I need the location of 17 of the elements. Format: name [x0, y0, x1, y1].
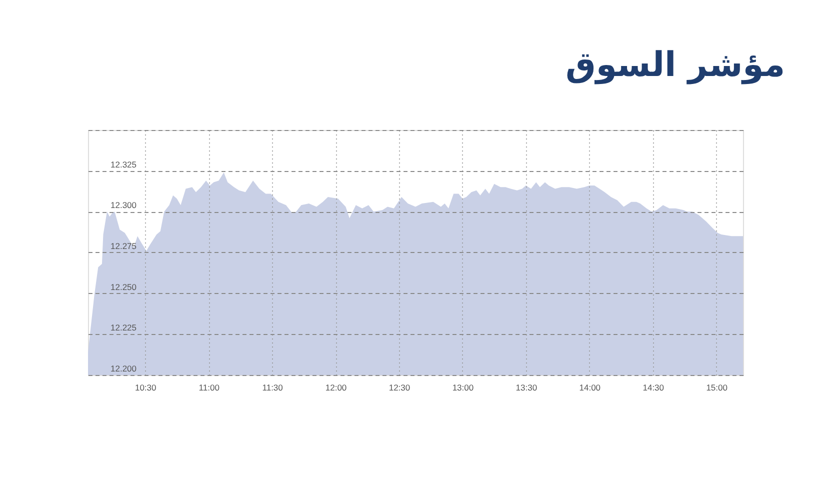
y-tick-label: 12.300: [110, 200, 137, 210]
x-tick-label: 15:00: [706, 382, 728, 392]
x-tick-label: 13:30: [516, 382, 538, 392]
x-tick-label: 10:30: [134, 382, 157, 392]
y-tick-label: 12.275: [110, 241, 137, 251]
x-tick-label: 13:00: [452, 382, 474, 392]
y-tick-label: 12.225: [110, 322, 137, 333]
x-tick-label: 14:00: [579, 382, 601, 392]
x-tick-label: 12:00: [325, 382, 347, 392]
y-tick-label: 12.200: [110, 364, 137, 374]
y-tick-label: 12.325: [110, 159, 137, 170]
chart-title: مؤشر السوق: [565, 45, 785, 85]
x-tick-label: 14:30: [642, 382, 664, 392]
y-tick-label: 12.250: [110, 282, 137, 292]
x-tick-label: 11:00: [198, 382, 220, 392]
x-tick-label: 11:30: [262, 382, 284, 392]
x-tick-label: 12:30: [388, 382, 410, 392]
